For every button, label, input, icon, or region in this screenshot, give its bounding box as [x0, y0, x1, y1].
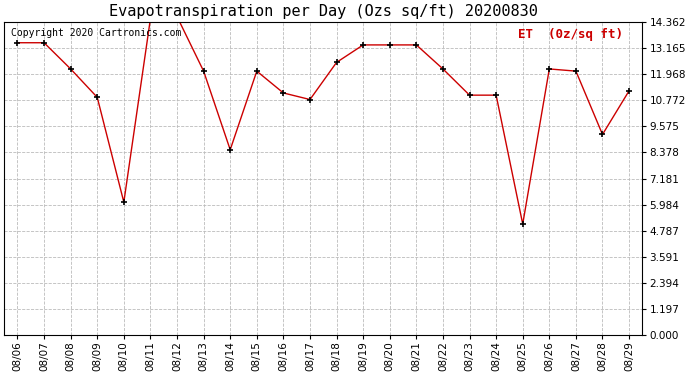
Text: ET  (0z/sq ft): ET (0z/sq ft) — [518, 28, 623, 41]
Text: Copyright 2020 Cartronics.com: Copyright 2020 Cartronics.com — [10, 28, 181, 38]
Title: Evapotranspiration per Day (Ozs sq/ft) 20200830: Evapotranspiration per Day (Ozs sq/ft) 2… — [109, 4, 538, 19]
